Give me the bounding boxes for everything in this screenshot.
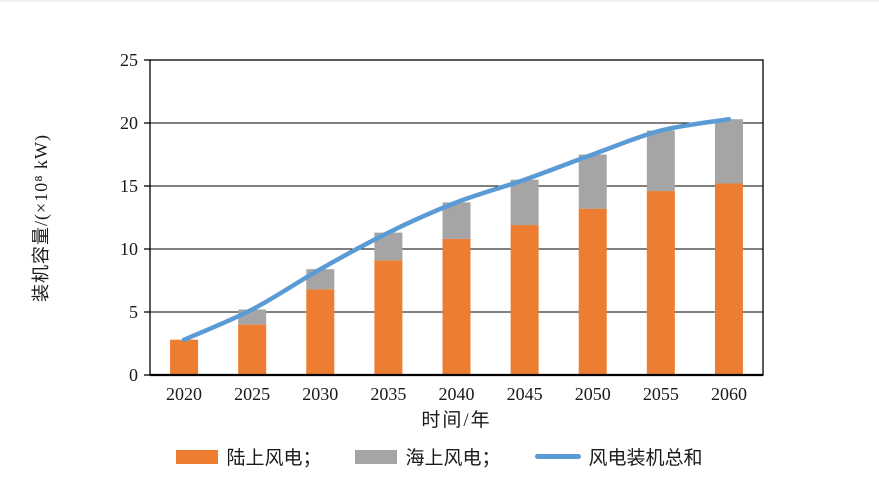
x-tick-label-2025: 2025: [234, 384, 270, 404]
bar-陆上风电-2050: [578, 208, 607, 375]
y-tick-label-25: 25: [120, 50, 138, 70]
y-tick-label-20: 20: [120, 113, 138, 133]
x-tick-label-2030: 2030: [302, 384, 338, 404]
y-tick-label-15: 15: [120, 176, 138, 196]
x-tick-label-2020: 2020: [166, 384, 202, 404]
x-axis-title: 时间/年: [421, 410, 492, 431]
bar-陆上风电-2020: [170, 339, 199, 375]
offshore-swatch-icon: [355, 449, 398, 464]
x-tick-label-2060: 2060: [711, 384, 747, 404]
bar-海上风电-2030: [306, 269, 335, 290]
y-tick-label-5: 5: [129, 302, 138, 322]
x-tick-label-2035: 2035: [370, 384, 406, 404]
legend-item-offshore: 海上风电；: [355, 443, 501, 470]
legend-item-onshore: 陆上风电；: [176, 443, 321, 470]
bar-陆上风电-2025: [238, 324, 267, 375]
x-tick-label-2050: 2050: [575, 384, 611, 404]
y-axis-title: 装机容量/(×10⁸ kW): [31, 134, 51, 302]
x-tick-label-2040: 2040: [439, 384, 475, 404]
legend-label-offshore: 海上风电；: [405, 448, 501, 469]
legend-label-total: 风电装机总和: [588, 448, 703, 469]
bar-陆上风电-2060: [714, 183, 743, 375]
legend-item-total: 风电装机总和: [534, 443, 703, 470]
y-tick-label-10: 10: [120, 239, 138, 259]
bar-海上风电-2045: [510, 179, 539, 226]
bar-陆上风电-2040: [442, 238, 471, 375]
bar-海上风电-2055: [646, 130, 675, 192]
bar-海上风电-2050: [578, 154, 607, 209]
total-line-swatch-icon: [534, 454, 581, 459]
total-capacity-line: [181, 116, 732, 342]
x-tick-label-2055: 2055: [643, 384, 679, 404]
y-tick-label-0: 0: [129, 365, 138, 385]
bar-海上风电-2060: [714, 119, 743, 184]
bar-陆上风电-2030: [306, 289, 335, 375]
bar-陆上风电-2045: [510, 225, 539, 375]
legend-label-onshore: 陆上风电；: [226, 448, 322, 469]
chart-legend: 陆上风电； 海上风电； 风电装机总和: [0, 443, 879, 470]
onshore-swatch-icon: [176, 449, 219, 464]
bar-陆上风电-2055: [646, 191, 675, 375]
x-tick-label-2045: 2045: [507, 384, 543, 404]
bar-陆上风电-2035: [374, 260, 403, 375]
